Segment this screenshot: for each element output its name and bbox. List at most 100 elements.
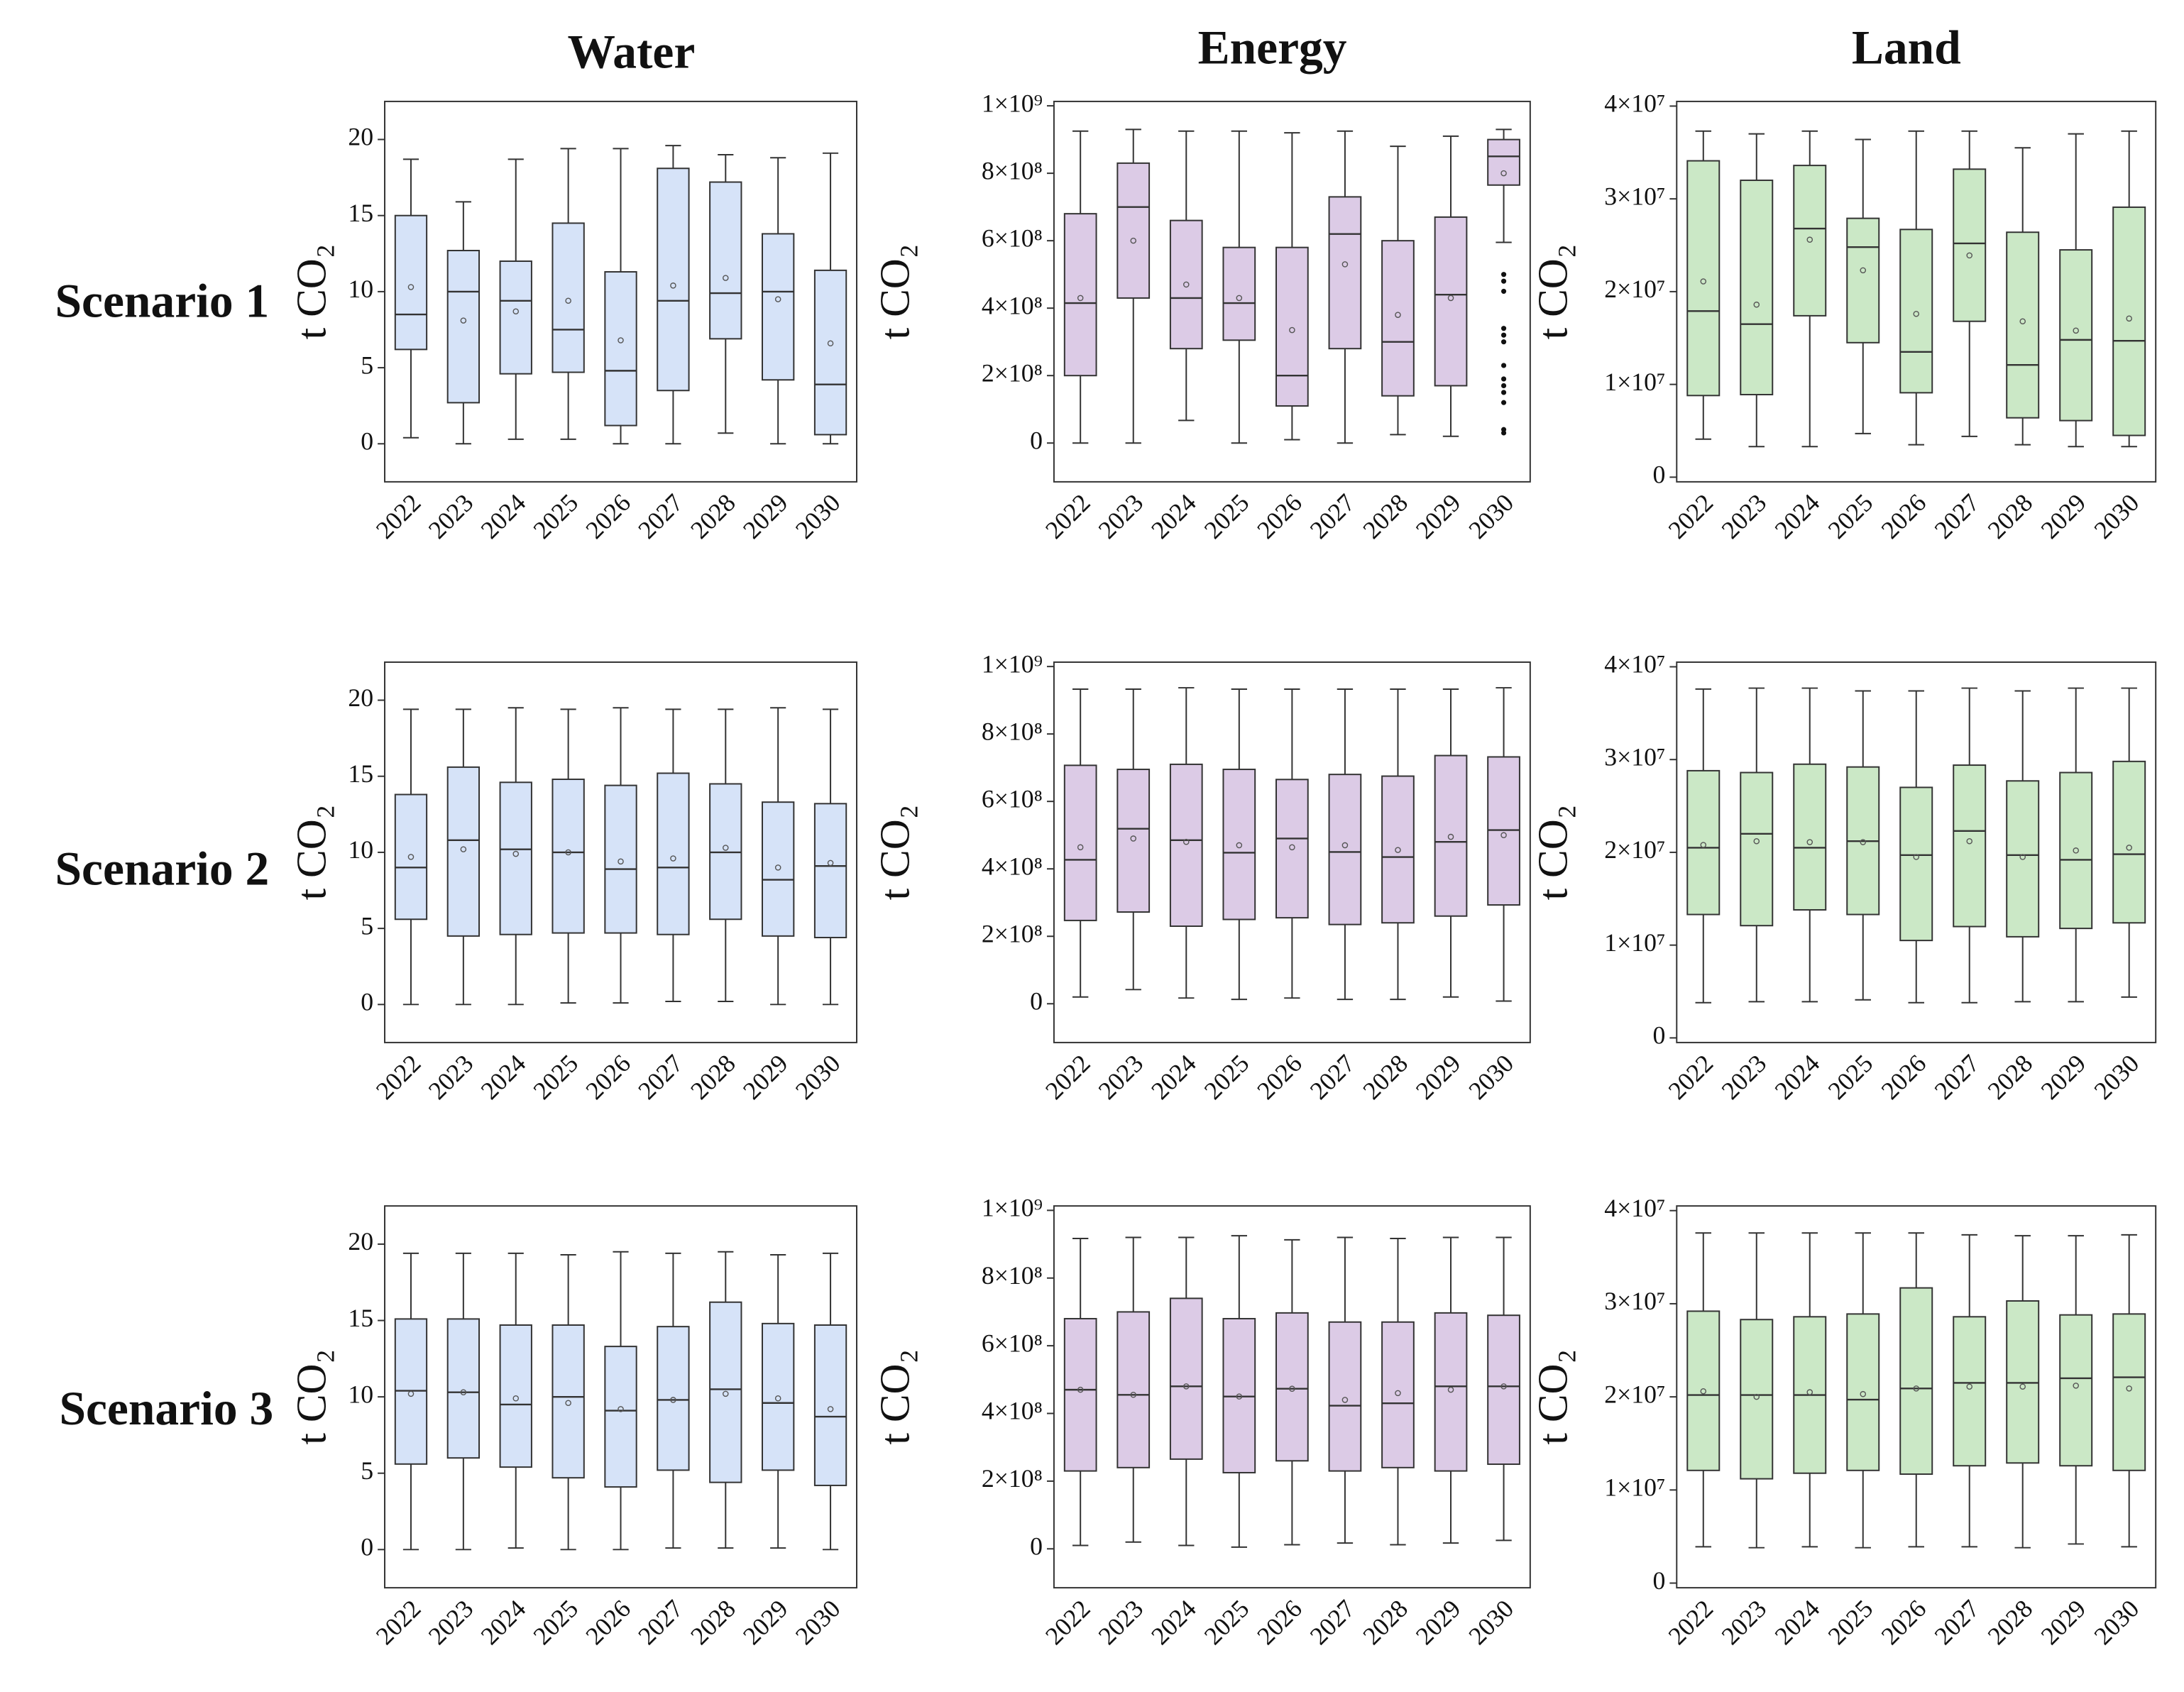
y-axis-label: t CO₂ [1529,804,1576,900]
mean [1913,311,1919,317]
box [1275,1312,1309,1462]
box [1275,246,1309,407]
box [446,1318,481,1459]
box [1222,769,1256,921]
mean [618,1406,624,1412]
mean [1913,854,1919,860]
y-axis-label: t CO₂ [288,1349,335,1445]
box [1328,1321,1362,1472]
mean [460,1389,467,1395]
box [2059,249,2093,422]
mean [2126,845,2132,851]
y-tick-label: 1×10⁹ [982,1194,1043,1222]
y-tick-label: 8×10⁸ [982,1261,1043,1290]
mean [1236,295,1243,302]
box [1740,180,1774,395]
mean [1753,1393,1760,1400]
box [2112,1313,2146,1471]
mean [2019,318,2026,324]
box [762,233,795,381]
y-tick-label: 2×10⁸ [982,358,1043,387]
mean [460,317,467,324]
y-tick-label: 6×10⁸ [982,224,1043,252]
outlier [1500,288,1507,294]
box [762,1322,795,1471]
y-tick-label: 0 [1653,1566,1666,1595]
y-axis-label: t CO₂ [1529,243,1576,339]
box [1381,240,1415,397]
box [1328,774,1362,925]
column-title: Land [1852,21,1961,74]
y-tick-label: 0 [361,1533,373,1561]
y-tick-label: 20 [348,683,373,712]
box [604,1346,637,1488]
column-title: Energy [1198,21,1347,74]
mean [512,1395,520,1402]
outlier [1500,383,1507,389]
mean [1289,326,1295,334]
y-tick-label: 2×10⁸ [982,1464,1043,1493]
box [1169,763,1203,927]
box [1846,217,1880,344]
box [1686,160,1721,397]
y-tick-label: 15 [348,1304,373,1332]
box [1328,196,1362,350]
box [1116,162,1151,299]
y-tick-label: 5 [361,1456,373,1485]
box [1740,771,1774,927]
mean [407,1390,415,1397]
y-tick-label: 2×10⁷ [1604,275,1665,303]
mean [1130,1392,1136,1398]
y-tick-label: 0 [1030,1532,1043,1560]
mean [2019,854,2026,860]
mean [1236,1393,1243,1400]
box [446,250,481,404]
mean [1966,252,1972,259]
box [394,793,428,921]
box [2006,231,2040,419]
outlier [1500,400,1507,405]
box [1793,763,1827,911]
mean [1700,278,1707,285]
mean [827,859,834,867]
box [1953,764,1987,928]
outlier [1500,363,1507,368]
box [499,781,532,935]
y-tick-label: 0 [1030,987,1043,1015]
mean [1395,1390,1401,1397]
outlier [1500,339,1507,345]
y-tick-label: 4×10⁸ [982,852,1043,880]
mean [1130,237,1136,244]
outlier [1500,430,1507,436]
box [1793,165,1827,317]
mean [1913,1385,1919,1392]
box [2006,780,2040,938]
mean [1806,839,1813,845]
mean [407,854,415,860]
y-tick-label: 4×10⁷ [1604,1194,1665,1222]
box [709,181,742,340]
box [1487,138,1520,186]
row-label: Scenario 2 [55,842,270,896]
box [1275,779,1309,919]
mean [1753,301,1760,308]
box [1686,1310,1721,1471]
mean [1341,1397,1349,1403]
y-tick-label: 10 [348,275,373,303]
box [1846,1313,1880,1471]
mean [407,284,415,290]
box [709,1301,742,1483]
box [1381,1321,1415,1468]
outlier [1500,376,1507,382]
mean [1806,1389,1813,1395]
y-tick-label: 20 [348,1227,373,1256]
y-axis-label: t CO₂ [871,804,918,900]
box [499,260,532,375]
mean [2019,1383,2026,1390]
y-tick-label: 3×10⁷ [1604,1287,1665,1315]
y-axis-label: t CO₂ [1529,1349,1576,1445]
box [1063,1317,1097,1472]
mean [565,1400,571,1407]
mean [827,340,834,347]
box [1063,764,1097,921]
